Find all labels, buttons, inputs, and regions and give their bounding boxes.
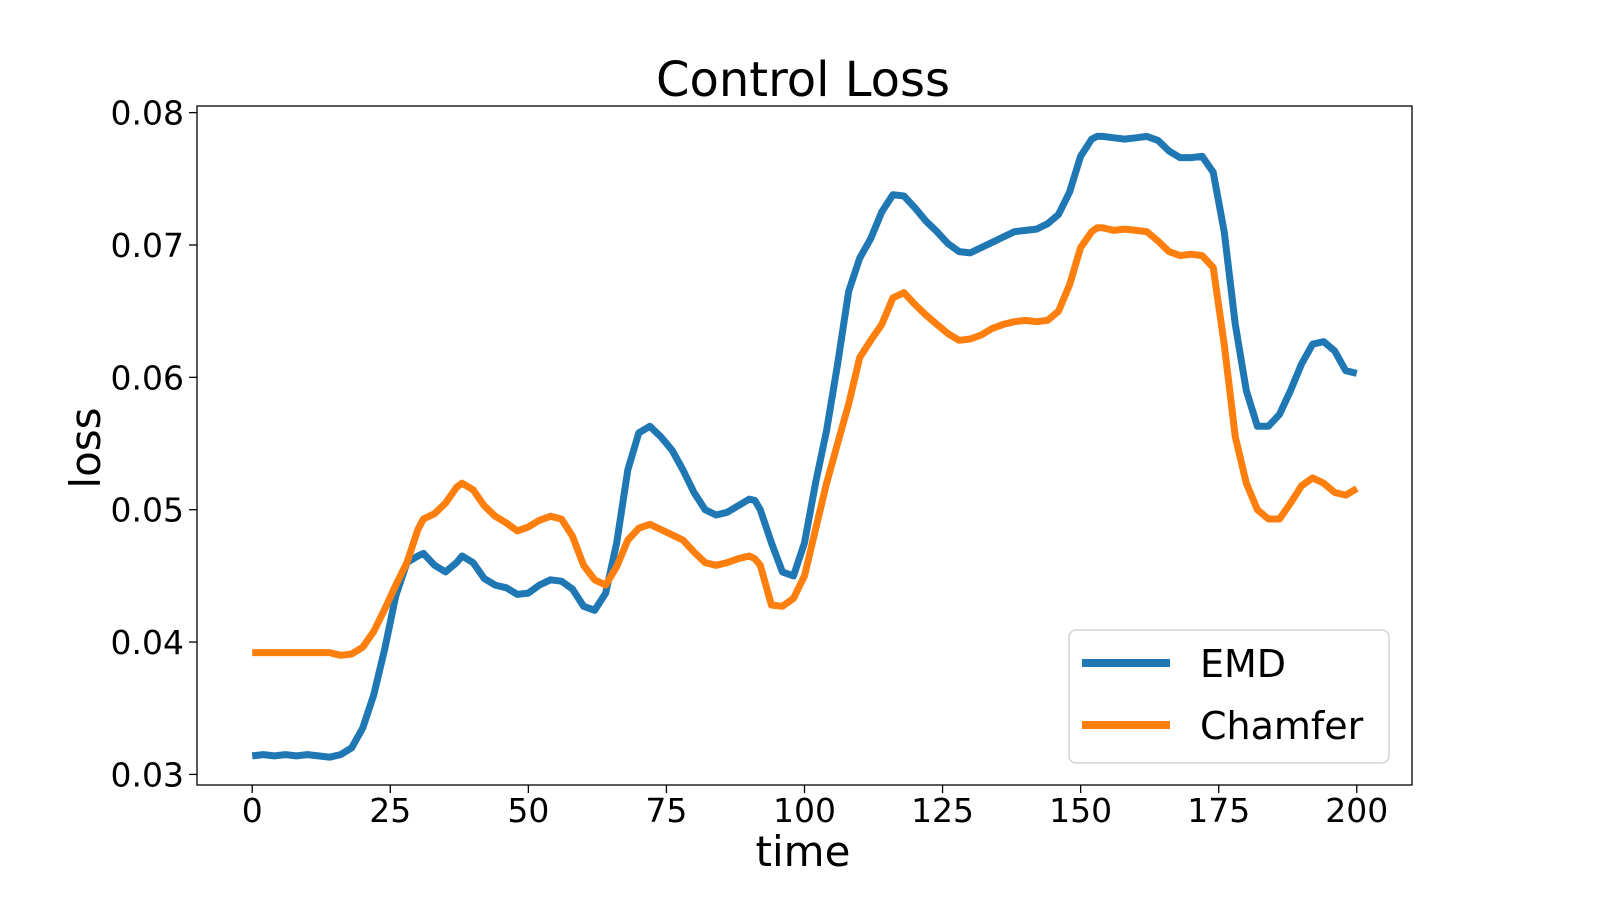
x-axis: 0 25 50 75 100 125 150 175 200 — [242, 785, 1388, 830]
y-tick-label: 0.06 — [111, 358, 184, 397]
x-tick-label: 100 — [773, 791, 836, 830]
x-tick-label: 200 — [1325, 791, 1388, 830]
y-tick-label: 0.07 — [111, 226, 184, 265]
legend-label-emd: EMD — [1200, 642, 1286, 686]
legend-label-chamfer: Chamfer — [1200, 704, 1364, 748]
y-tick-label: 0.04 — [111, 623, 184, 662]
y-tick-label: 0.03 — [111, 755, 184, 794]
x-tick-label: 125 — [911, 791, 974, 830]
chart-title: Control Loss — [656, 52, 950, 108]
x-tick-label: 25 — [369, 791, 411, 830]
y-tick-label: 0.08 — [111, 94, 184, 133]
series-line-chamfer — [252, 224, 1359, 659]
x-tick-label: 150 — [1049, 791, 1112, 830]
x-tick-label: 0 — [242, 791, 263, 830]
series-layer — [251, 132, 1359, 761]
y-tick-label: 0.05 — [111, 491, 184, 530]
series-line-emd — [251, 132, 1358, 761]
x-tick-label: 75 — [645, 791, 687, 830]
x-axis-label: time — [756, 827, 851, 876]
y-axis-label: loss — [61, 407, 110, 488]
legend: EMD Chamfer — [1068, 629, 1390, 764]
x-tick-label: 50 — [507, 791, 549, 830]
x-tick-label: 175 — [1187, 791, 1250, 830]
y-axis: 0.03 0.04 0.05 0.06 0.07 0.08 — [111, 94, 197, 794]
